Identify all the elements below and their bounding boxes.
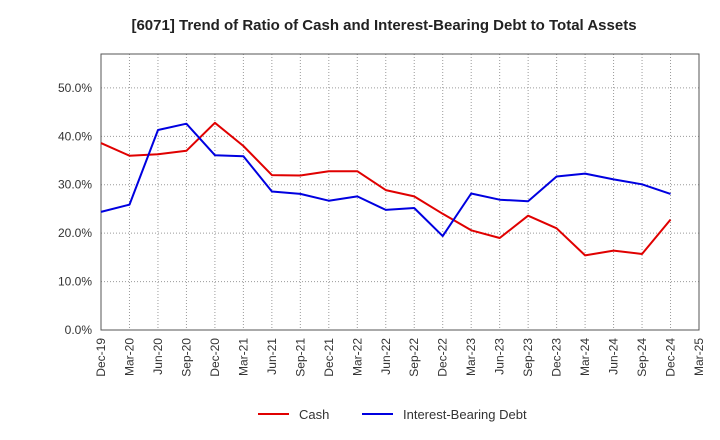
series-line-cash [100,121,672,257]
series-line-interest-bearing-debt [100,122,671,238]
x-tick-label: Dec-23 [550,338,564,377]
x-tick-label: Mar-22 [350,338,364,376]
x-tick-label: Mar-24 [578,338,592,376]
x-tick-label: Sep-20 [179,338,193,377]
x-tick-label: Jun-22 [379,338,393,375]
legend-label-interest-bearing-debt: Interest-Bearing Debt [403,407,527,422]
chart-title: [6071] Trend of Ratio of Cash and Intere… [131,17,636,34]
x-tick-label: Sep-24 [635,338,649,377]
x-tick-label: Sep-23 [521,338,535,377]
legend: Cash Interest-Bearing Debt [258,407,527,422]
y-tick-label: 50.0% [58,81,92,95]
x-tick-label: Mar-25 [692,338,706,376]
x-tick-label: Jun-24 [607,338,621,375]
y-tick-label: 10.0% [58,275,92,289]
y-tick-label: 0.0% [65,323,93,337]
y-tick-label: 40.0% [58,129,92,143]
x-tick-label: Sep-21 [293,338,307,377]
x-tick-label: Mar-23 [464,338,478,376]
series-layer [100,121,672,257]
grid-layer [100,54,700,330]
x-tick-label: Sep-22 [407,338,421,377]
y-tick-label: 20.0% [58,226,92,240]
x-tick-label: Jun-20 [151,338,165,375]
axis-layer: 0.0% 10.0% 20.0% 30.0% 40.0% 50.0% Dec-19 Mar-2… [58,53,706,377]
x-tick-label: Dec-19 [94,338,108,377]
x-tick-label: Dec-20 [208,338,222,377]
x-tick-label: Mar-21 [236,338,250,376]
x-tick-label: Jun-21 [265,338,279,375]
plot-frame [100,53,700,331]
x-tick-label: Dec-22 [436,338,450,377]
y-tick-label: 30.0% [58,178,92,192]
x-tick-label: Jun-23 [493,338,507,375]
x-tick-label: Dec-24 [664,338,678,377]
x-tick-label: Mar-20 [122,338,136,376]
legend-label-cash: Cash [299,407,329,422]
x-tick-label: Dec-21 [322,338,336,377]
